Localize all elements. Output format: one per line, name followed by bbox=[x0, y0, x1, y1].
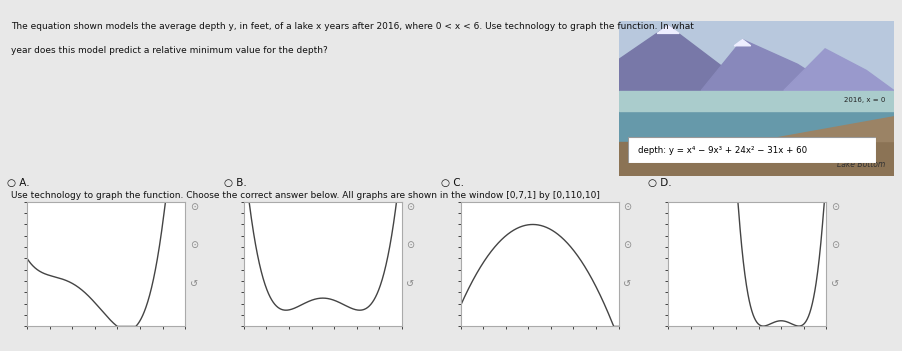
Polygon shape bbox=[756, 117, 893, 141]
Text: ⊙: ⊙ bbox=[830, 202, 838, 212]
Polygon shape bbox=[657, 26, 678, 33]
Bar bbox=[618, 111, 893, 141]
Text: Lake Bottom: Lake Bottom bbox=[836, 160, 885, 169]
Bar bbox=[618, 21, 893, 91]
Text: ⊙: ⊙ bbox=[830, 240, 838, 250]
Polygon shape bbox=[783, 49, 893, 91]
Text: ⊙: ⊙ bbox=[622, 202, 630, 212]
Text: ↺: ↺ bbox=[830, 279, 838, 289]
Text: ○ A.: ○ A. bbox=[7, 178, 30, 187]
Text: ⊙: ⊙ bbox=[406, 202, 414, 212]
Polygon shape bbox=[733, 40, 750, 46]
Text: The equation shown models the average depth y, in feet, of a lake x years after : The equation shown models the average de… bbox=[11, 22, 693, 31]
Text: ↺: ↺ bbox=[406, 279, 414, 289]
Text: ○ C.: ○ C. bbox=[440, 178, 463, 187]
Text: ⊙: ⊙ bbox=[406, 240, 414, 250]
Polygon shape bbox=[701, 40, 838, 91]
Text: depth: y = x⁴ − 9x³ + 24x² − 31x + 60: depth: y = x⁴ − 9x³ + 24x² − 31x + 60 bbox=[637, 146, 805, 154]
Bar bbox=[618, 141, 893, 176]
Text: ↺: ↺ bbox=[622, 279, 630, 289]
Text: ○ B.: ○ B. bbox=[224, 178, 246, 187]
Polygon shape bbox=[618, 26, 769, 91]
Text: ⊙: ⊙ bbox=[189, 240, 198, 250]
Text: ○ D.: ○ D. bbox=[648, 178, 671, 187]
Text: ⊙: ⊙ bbox=[622, 240, 630, 250]
Text: ↺: ↺ bbox=[189, 279, 198, 289]
Text: Use technology to graph the function. Choose the correct answer below. All graph: Use technology to graph the function. Ch… bbox=[11, 191, 599, 200]
Text: 2016, x = 0: 2016, x = 0 bbox=[843, 97, 885, 103]
Bar bbox=[618, 91, 893, 111]
Text: ⊙: ⊙ bbox=[189, 202, 198, 212]
Text: year does this model predict a relative minimum value for the depth?: year does this model predict a relative … bbox=[11, 46, 327, 55]
